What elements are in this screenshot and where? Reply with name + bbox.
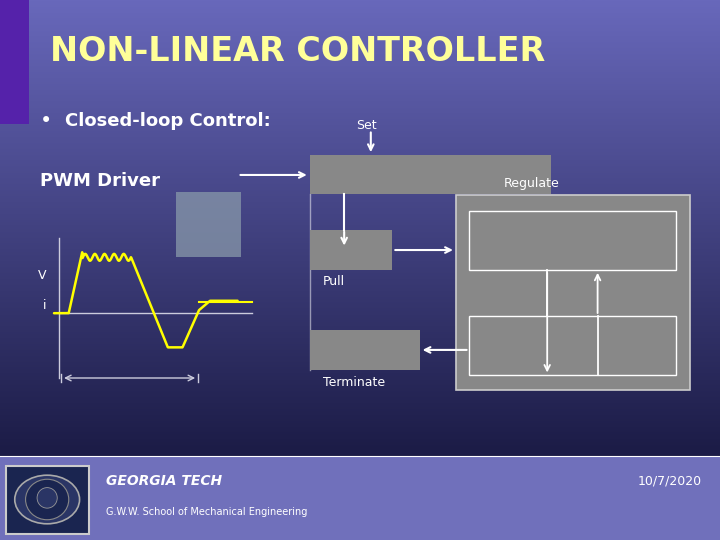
Bar <box>469 211 676 270</box>
Ellipse shape <box>26 480 69 519</box>
Bar <box>310 330 420 370</box>
Text: Closed-loop Control:: Closed-loop Control: <box>65 112 271 131</box>
Bar <box>176 192 241 256</box>
Text: Regulate: Regulate <box>504 177 559 190</box>
Bar <box>0 456 720 540</box>
Text: GEORGIA TECH: GEORGIA TECH <box>106 474 222 488</box>
Text: Pull: Pull <box>323 275 345 288</box>
Ellipse shape <box>37 488 58 508</box>
Bar <box>456 195 690 390</box>
Text: i: i <box>43 299 47 312</box>
Text: •: • <box>40 111 52 132</box>
Bar <box>469 316 676 375</box>
Bar <box>310 230 392 270</box>
Bar <box>6 466 89 534</box>
Text: Set: Set <box>356 119 377 132</box>
Text: V: V <box>38 269 47 282</box>
Text: Terminate: Terminate <box>323 376 384 389</box>
Bar <box>0 0 29 124</box>
Text: 10/7/2020: 10/7/2020 <box>638 474 702 487</box>
Text: NON-LINEAR CONTROLLER: NON-LINEAR CONTROLLER <box>50 35 546 68</box>
Text: G.W.W. School of Mechanical Engineering: G.W.W. School of Mechanical Engineering <box>106 507 307 517</box>
Text: PWM Driver: PWM Driver <box>40 172 160 190</box>
Ellipse shape <box>15 475 79 524</box>
Bar <box>310 155 551 194</box>
